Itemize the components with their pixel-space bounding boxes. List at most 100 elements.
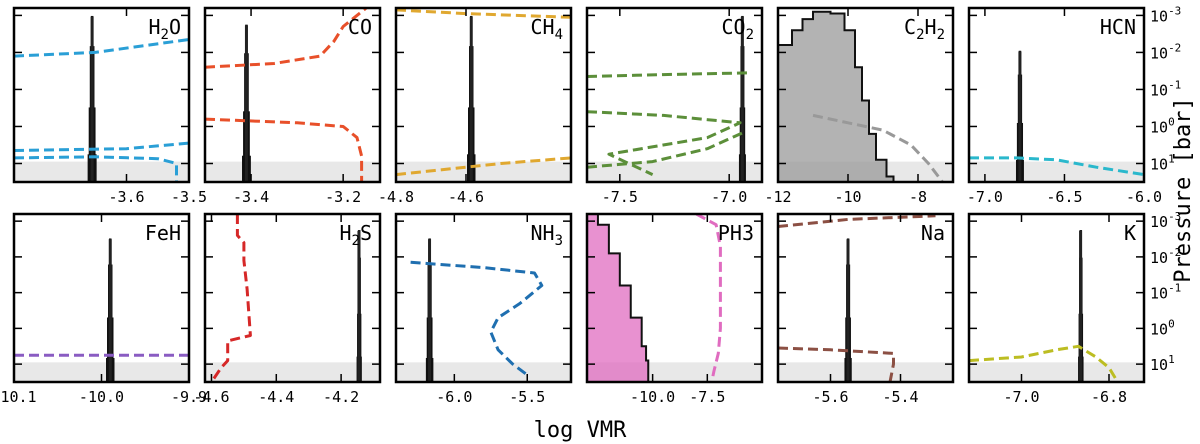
- panel-h2o: -3.6 -3.5 H2O: [12, 6, 207, 206]
- plot-area: [587, 214, 762, 382]
- x-tick-label: -12: [764, 188, 791, 206]
- x-tick-label: -10.1: [0, 388, 37, 406]
- x-tick-label: -6.0: [1126, 188, 1162, 206]
- species-label: CO: [348, 15, 372, 39]
- x-tick-label: -8: [909, 188, 927, 206]
- abundance-profile-line: [205, 8, 368, 69]
- x-tick-label: -9.9: [171, 388, 207, 406]
- posterior-histogram: [778, 10, 895, 182]
- plot-area: [778, 214, 953, 382]
- abundance-profile-line: [410, 260, 544, 377]
- abundance-profile-line: [969, 156, 1144, 177]
- abundance-profile-line: [396, 8, 571, 19]
- species-label: K: [1124, 221, 1136, 245]
- shaded-region: [205, 161, 380, 182]
- abundance-profile-line: [210, 214, 252, 382]
- species-label: C2H2: [904, 15, 945, 43]
- species-label: H2S: [339, 221, 372, 249]
- x-tick-label: -4.8: [378, 188, 414, 206]
- histogram-bar: [473, 154, 476, 182]
- shaded-region: [14, 161, 189, 182]
- posterior-peak: [846, 239, 850, 382]
- x-tick-label: -6.5: [1046, 188, 1082, 206]
- x-tick-label: -7.0: [1003, 388, 1039, 406]
- y-tick-label: 101: [1150, 353, 1175, 374]
- plot-area: [205, 214, 380, 382]
- panel-na: -5.6 -5.4 Na: [776, 212, 955, 406]
- y-tick-label: 10-2: [1150, 246, 1181, 267]
- y-tick-label: 100: [1150, 317, 1175, 338]
- x-tick-label: -6.0: [436, 388, 472, 406]
- x-tick-label: -7.5: [602, 188, 638, 206]
- posterior-peak: [1079, 230, 1083, 382]
- panel-frame: [776, 6, 955, 184]
- species-label: H2O: [148, 15, 181, 43]
- y-tick-label: 10-3: [1150, 4, 1181, 25]
- abundance-profile-line: [587, 130, 746, 169]
- species-label: HCN: [1100, 15, 1136, 39]
- shaded-region: [396, 161, 571, 182]
- plot-area: [396, 238, 571, 382]
- species-label: Na: [921, 221, 945, 245]
- shaded-region: [969, 362, 1144, 382]
- x-tick-label: -7.5: [689, 388, 725, 406]
- plot-area: [14, 238, 189, 382]
- y-tick-label: 10-3: [1150, 210, 1181, 231]
- abundance-profile-line: [14, 38, 189, 58]
- posterior-peak: [469, 16, 473, 182]
- posterior-histogram: [587, 214, 650, 382]
- x-tick-label: -10.0: [79, 388, 124, 406]
- x-tick-label: -7.0: [711, 188, 747, 206]
- panel-frame: [967, 212, 1146, 384]
- shaded-region: [969, 161, 1144, 182]
- histogram-bar: [92, 107, 96, 182]
- plot-area: [969, 50, 1144, 182]
- species-label: CH4: [530, 15, 563, 43]
- abundance-profile-line: [778, 214, 936, 228]
- panel-frame: [776, 212, 955, 384]
- histogram-bar: [248, 155, 251, 182]
- panel-k: -7.0 -6.8 K 10-3 10-2 10-1 100 101: [967, 210, 1181, 406]
- panel-frame: [394, 6, 573, 184]
- panel-c2h2: -12 -10 -8 C2H2: [764, 6, 955, 206]
- histogram-bar: [112, 357, 115, 382]
- x-tick-label: -4.4: [258, 388, 294, 406]
- panel-frame: [585, 212, 764, 384]
- abundance-profile-line: [695, 214, 722, 382]
- x-tick-label: -10: [834, 188, 861, 206]
- posterior-peak: [108, 239, 112, 382]
- abundance-profile-line: [969, 344, 1119, 382]
- shaded-region: [14, 362, 189, 382]
- histogram-bar: [430, 357, 434, 382]
- plot-area: [14, 15, 189, 182]
- plot-area: [969, 230, 1144, 382]
- y-axis-title: Pressure [bar]: [1171, 97, 1196, 282]
- species-label: CO2: [721, 15, 754, 43]
- abundance-profile-line: [778, 346, 895, 382]
- histogram-bar: [94, 154, 97, 182]
- y-tick-label: 10-2: [1150, 41, 1181, 62]
- panel-frame: [12, 6, 191, 184]
- x-tick-label: -5.4: [882, 388, 918, 406]
- panel-frame: [203, 6, 382, 184]
- x-tick-label: -4.6: [193, 388, 229, 406]
- plot-area: [587, 15, 762, 182]
- panel-ph3: -10.0 -7.5 PH3: [585, 212, 764, 406]
- panels-group: -3.6 -3.5 H2O -3.4 -3.2 CO -4.8 -4.6 CH4 -7.5 -7.0…: [0, 4, 1181, 406]
- y-tick-label: 10-1: [1150, 78, 1181, 99]
- posterior-peak: [1018, 51, 1022, 182]
- panel-hcn: -7.0 -6.5 -6.0 HCN 10-3 10-2 10-1 100 101: [967, 4, 1181, 206]
- histogram-bar: [1021, 159, 1024, 182]
- x-tick-label: -10.0: [630, 388, 675, 406]
- histogram-bar: [743, 154, 746, 182]
- species-label: PH3: [718, 221, 754, 245]
- x-tick-label: -3.4: [233, 188, 269, 206]
- abundance-profile-line: [587, 110, 742, 176]
- y-tick-label: 100: [1150, 115, 1175, 136]
- posterior-peak: [428, 239, 432, 382]
- shaded-region: [205, 362, 380, 382]
- posterior-peak: [90, 16, 94, 182]
- x-axis-title: log VMR: [534, 418, 627, 443]
- x-tick-label: -3.5: [171, 188, 207, 206]
- panel-co2: -7.5 -7.0 CO2: [585, 6, 764, 206]
